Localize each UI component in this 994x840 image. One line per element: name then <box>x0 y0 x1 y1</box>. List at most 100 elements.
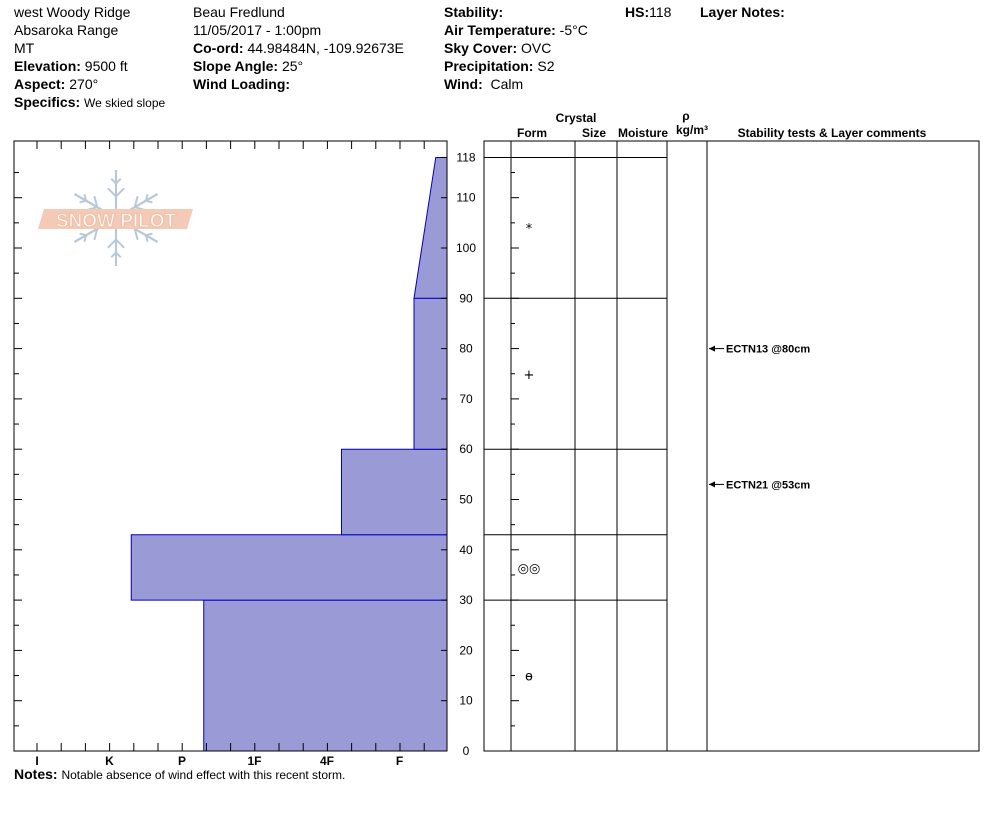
specifics-row: Specifics: We skied slope <box>14 93 165 112</box>
height-tick-label: 60 <box>459 442 473 456</box>
size-header: Size <box>582 126 606 140</box>
elevation-value: 9500 ft <box>84 58 128 74</box>
hs-label: HS: <box>625 4 650 20</box>
snowflake-branch <box>107 238 117 249</box>
hardness-layer-2 <box>341 448 448 536</box>
height-tick-label: 30 <box>459 593 473 607</box>
layer-notes-row: Layer Notes: <box>700 3 785 21</box>
height-tick-label: 80 <box>459 342 473 356</box>
crystal-header: Crystal <box>556 111 597 125</box>
snowflake-branch <box>115 251 122 258</box>
coord-value: 44.98484N, -109.92673E <box>247 40 404 56</box>
stability-row: Stability: <box>444 3 588 21</box>
hardness-layer-1 <box>130 534 448 601</box>
column-headers: Crystal Form Size Moisture ρ kg/m³ Stabi… <box>517 109 927 140</box>
stability-test-arrowhead <box>709 345 715 352</box>
specifics-value: We skied slope <box>84 96 166 110</box>
wind-label: Wind: <box>444 76 483 92</box>
snowflake-branch <box>115 238 125 249</box>
snowflake-branch <box>110 178 117 185</box>
height-tick-label: 10 <box>459 694 473 708</box>
stability-test-label-1: ECTN21 @53cm <box>726 479 810 491</box>
wind-loading-label: Wind Loading: <box>193 76 291 92</box>
hardness-tick-label: 1F <box>247 754 261 768</box>
hardness-tick-label: 4F <box>320 754 334 768</box>
snowflake-branch <box>79 199 87 204</box>
stability-test-label-0: ECTN13 @80cm <box>726 344 810 356</box>
height-tick-label: 70 <box>459 392 473 406</box>
precip-row: Precipitation: S2 <box>444 57 588 75</box>
stability-test-arrowhead <box>709 481 715 488</box>
height-tick-label: 100 <box>456 241 476 255</box>
snowflake-branch <box>83 194 88 201</box>
wind-row: Wind: Calm <box>444 75 588 93</box>
location-block: west Woody Ridge Absaroka Range MT Eleva… <box>14 3 165 112</box>
form-header: Form <box>517 126 547 140</box>
precip-value: S2 <box>537 58 555 74</box>
precip-label: Precipitation: <box>444 58 534 74</box>
stability-label: Stability: <box>444 4 504 20</box>
snowflake-branch <box>133 228 139 241</box>
crystal-symbol-1: ◎◎ <box>518 561 541 576</box>
hardness-tick-label: I <box>35 754 38 768</box>
snowflake-branch <box>79 232 87 237</box>
height-tick-label: 20 <box>459 643 473 657</box>
moisture-header: Moisture <box>618 126 668 140</box>
layer-grid <box>483 140 980 752</box>
height-tick-label: 90 <box>459 291 473 305</box>
hardness-layer-3 <box>413 297 448 450</box>
coord-row: Co-ord: 44.98484N, -109.92673E <box>193 39 404 57</box>
notes-row: Notes: Notable absence of wind effect wi… <box>14 766 345 782</box>
rho-header: ρ <box>682 109 689 123</box>
snowflake-branch <box>145 199 153 204</box>
aspect-label: Aspect: <box>14 76 66 92</box>
slope-label: Slope Angle: <box>193 58 279 74</box>
snowflake-branch <box>145 232 153 237</box>
grid-border <box>483 140 980 752</box>
notes-label: Notes: <box>14 766 58 782</box>
aspect-row: Aspect: 270° <box>14 75 165 93</box>
height-axis: 0 10 20 30 40 50 60 70 80 90 100 110 118 <box>441 150 476 758</box>
observer-name: Beau Fredlund <box>193 4 285 20</box>
snowflake-branch <box>115 178 122 185</box>
slope-value: 25° <box>281 58 304 74</box>
snowflake-branch <box>144 194 149 201</box>
comments-header: Stability tests & Layer comments <box>738 126 927 140</box>
coord-label: Co-ord: <box>193 40 244 56</box>
hardness-profile <box>130 156 448 752</box>
snowflake-branch <box>144 235 149 242</box>
elevation-label: Elevation: <box>14 58 81 74</box>
air-temp-label: Air Temperature: <box>444 22 556 38</box>
layer-notes-label: Layer Notes: <box>700 4 785 20</box>
observer-block: Beau Fredlund 11/05/2017 - 1:00pm Co-ord… <box>193 3 404 93</box>
hardness-layer-4 <box>413 156 448 299</box>
snowflake-branch <box>115 187 125 198</box>
snowflake-branch <box>93 228 99 241</box>
air-temp-value: -5°C <box>559 22 588 38</box>
snowpilot-logo: SNOW PILOT <box>38 170 193 266</box>
notes-text: Notable absence of wind effect with this… <box>61 768 346 782</box>
sky-label: Sky Cover: <box>444 40 518 56</box>
height-tick-label: 50 <box>459 493 473 507</box>
hardness-axis: I K P 1F 4F F <box>14 141 425 768</box>
sky-value: OVC <box>521 40 552 56</box>
height-tick-label: 40 <box>459 543 473 557</box>
air-temp-row: Air Temperature: -5°C <box>444 21 588 39</box>
snowflake-branch <box>107 187 117 198</box>
range-name: Absaroka Range <box>14 22 119 38</box>
slope-row: Slope Angle: 25° <box>193 57 404 75</box>
specifics-label: Specifics: <box>14 94 81 110</box>
state-name: MT <box>14 40 35 56</box>
snowflake-branch <box>110 251 117 258</box>
crystal-symbol-0: ɵ <box>525 670 533 685</box>
logo-banner <box>38 209 193 229</box>
hardness-frame <box>13 140 448 752</box>
conditions-block: Stability: Air Temperature: -5°C Sky Cov… <box>444 3 588 93</box>
crystal-symbols: ɵ ◎◎ + * <box>518 222 541 685</box>
elevation-row: Elevation: 9500 ft <box>14 57 165 75</box>
density-unit-header: kg/m³ <box>676 123 708 137</box>
sky-row: Sky Cover: OVC <box>444 39 588 57</box>
crystal-symbol-4: * <box>526 222 533 237</box>
wind-loading-row: Wind Loading: <box>193 75 404 93</box>
